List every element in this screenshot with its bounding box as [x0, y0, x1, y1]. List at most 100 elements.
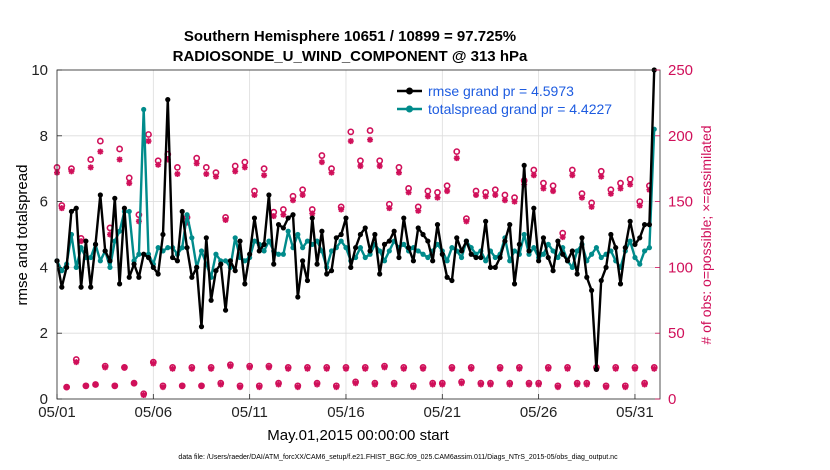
- spread-point: [401, 241, 407, 247]
- rmse-point: [434, 222, 441, 228]
- rmse-point: [439, 251, 445, 257]
- obs-assimilated-point: [420, 365, 427, 372]
- spread-point: [304, 238, 311, 244]
- rmse-point: [237, 238, 243, 244]
- spread-point: [295, 231, 301, 238]
- rmse-point: [141, 251, 147, 257]
- rmse-point: [555, 238, 561, 244]
- spread-point: [88, 254, 94, 261]
- obs-assimilated-point: [63, 384, 70, 391]
- spread-point: [521, 231, 527, 238]
- obs-assimilated-point: [641, 381, 648, 388]
- rmse-point: [343, 215, 349, 221]
- obs-assimilated-point: [627, 181, 634, 188]
- obs-assimilated-point: [468, 365, 475, 372]
- spread-point: [444, 258, 450, 264]
- obs-assimilated-point: [463, 218, 470, 225]
- rmse-point: [391, 228, 397, 234]
- rmse-point: [483, 218, 489, 224]
- spread-point: [357, 245, 364, 251]
- obs-assimilated-point: [617, 185, 624, 192]
- spread-point: [275, 251, 282, 257]
- x-tick-label: 05/01: [38, 404, 76, 421]
- obs-possible-point: [174, 163, 181, 171]
- obs-assimilated-point: [217, 381, 224, 388]
- spread-point: [251, 238, 258, 244]
- rmse-point: [319, 228, 325, 234]
- obs-assimilated-point: [622, 384, 629, 391]
- rmse-point: [165, 97, 171, 103]
- spread-point: [632, 254, 638, 261]
- spread-point: [511, 248, 518, 254]
- rmse-point: [150, 264, 156, 270]
- obs-assimilated-point: [203, 170, 210, 177]
- rmse-point: [608, 231, 614, 238]
- spread-point: [646, 245, 653, 251]
- rmse-point: [598, 277, 604, 284]
- spread-point: [386, 248, 392, 254]
- obs-assimilated-point: [473, 192, 480, 199]
- rmse-point: [381, 241, 388, 247]
- rmse-point: [521, 162, 527, 169]
- rmse-point: [569, 248, 575, 254]
- rmse-point: [102, 248, 108, 254]
- rmse-point: [487, 264, 494, 270]
- obs-assimilated-point: [294, 384, 301, 391]
- spread-point: [458, 254, 465, 261]
- rmse-point: [68, 208, 75, 215]
- rmse-point: [449, 277, 455, 284]
- spread-point: [222, 258, 229, 264]
- rmse-point: [208, 297, 214, 303]
- obs-assimilated-point: [251, 192, 258, 199]
- spread-point: [593, 245, 600, 251]
- spread-point: [136, 251, 142, 257]
- obs-assimilated-point: [126, 180, 133, 187]
- obs-assimilated-point: [299, 192, 306, 199]
- rmse-point: [304, 277, 311, 284]
- obs-assimilated-point: [578, 194, 585, 201]
- obs-assimilated-point: [381, 364, 388, 371]
- rmse-point: [560, 251, 566, 257]
- spread-point: [598, 254, 604, 261]
- obs-possible-point: [202, 163, 210, 171]
- spread-point: [189, 235, 195, 241]
- obs-assimilated-point: [395, 169, 402, 176]
- obs-assimilated-point: [607, 190, 614, 197]
- rmse-point: [338, 231, 344, 238]
- obs-assimilated-point: [116, 156, 123, 163]
- obs-assimilated-point: [540, 185, 547, 192]
- obs-assimilated-point: [550, 188, 557, 195]
- spread-point: [300, 245, 306, 251]
- y2-tick-label: 100: [668, 259, 693, 276]
- spread-point: [377, 248, 383, 254]
- rmse-point: [362, 225, 368, 231]
- rmse-point: [410, 258, 417, 264]
- obs-assimilated-point: [237, 384, 244, 391]
- rmse-point: [222, 307, 229, 313]
- x-tick-label: 05/21: [424, 404, 462, 421]
- x-tick-label: 05/16: [327, 404, 365, 421]
- obs-assimilated-point: [631, 365, 638, 372]
- rmse-point: [430, 258, 436, 264]
- rmse-point: [564, 258, 571, 264]
- y-axis-label: rmse and totalspread: [14, 165, 31, 306]
- rmse-point: [256, 248, 262, 254]
- rmse-point: [203, 235, 209, 241]
- spread-point: [574, 248, 580, 254]
- rmse-point: [309, 215, 315, 221]
- obs-assimilated-point: [246, 364, 253, 371]
- y2-axis-label: # of obs: o=possible; ×=assimilated: [698, 125, 714, 344]
- obs-possible-point: [318, 152, 326, 159]
- spread-point: [641, 248, 648, 254]
- rmse-point: [463, 238, 469, 244]
- rmse-point: [367, 248, 373, 254]
- obs-assimilated-point: [270, 213, 277, 220]
- rmse-point: [83, 238, 89, 244]
- obs-assimilated-point: [400, 365, 407, 372]
- spread-point: [328, 248, 335, 254]
- obs-assimilated-point: [82, 382, 89, 389]
- obs-assimilated-point: [261, 172, 268, 179]
- rmse-point: [117, 281, 123, 287]
- obs-assimilated-point: [362, 365, 369, 372]
- obs-assimilated-point: [439, 381, 446, 388]
